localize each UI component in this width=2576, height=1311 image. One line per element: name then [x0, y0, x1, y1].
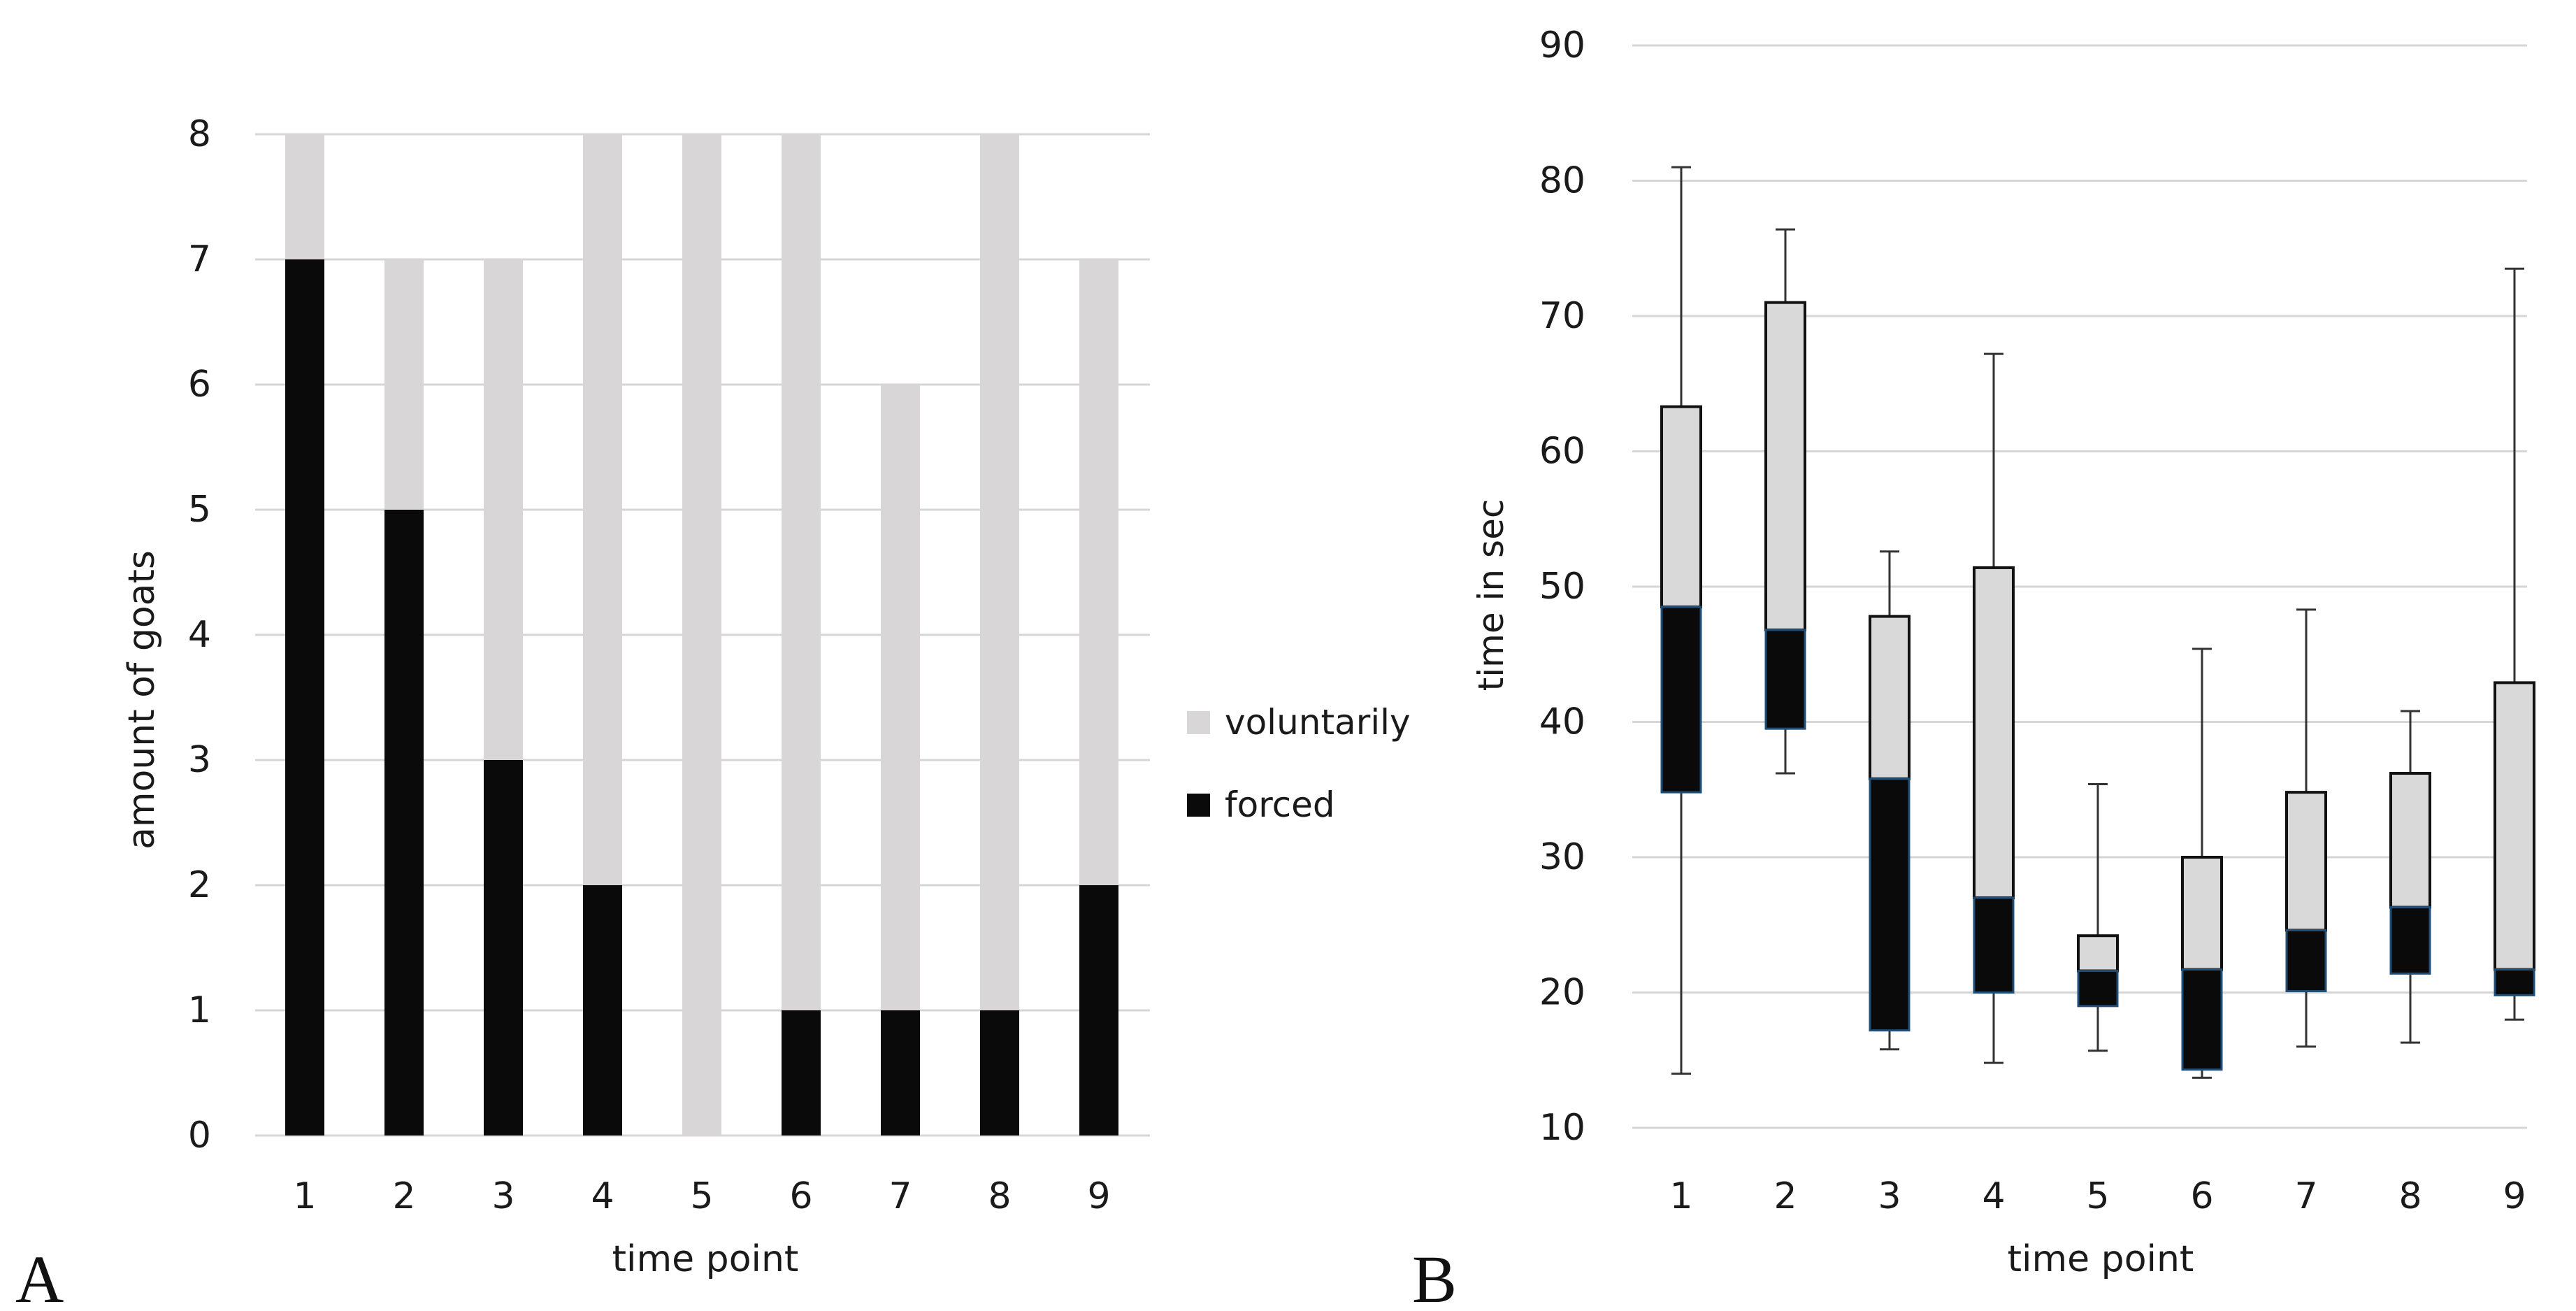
a-bar-voluntarily-9 — [1079, 259, 1118, 885]
a-bar-voluntarily-2 — [384, 259, 424, 510]
b-box-lower-7 — [2285, 929, 2327, 993]
a-y-tick-labels: 0 1 2 3 4 5 6 7 8 — [188, 113, 211, 1156]
a-x-tick-label: 1 — [293, 1175, 316, 1217]
a-bar-voluntarily-6 — [782, 134, 821, 1010]
b-boxes — [1660, 166, 2535, 1079]
legend-swatch-forced — [1187, 794, 1210, 817]
a-bar-voluntarily-1 — [285, 134, 324, 259]
b-y-tick-label: 70 — [1539, 295, 1585, 337]
b-y-tick-label: 60 — [1539, 431, 1585, 473]
a-x-tick-label: 7 — [888, 1175, 912, 1217]
b-x-tick-label: 8 — [2398, 1175, 2422, 1217]
a-y-tick-label: 1 — [188, 989, 211, 1031]
a-y-tick-label: 5 — [188, 489, 211, 531]
a-bar-voluntarily-5 — [682, 134, 721, 1136]
panel-a-letter: A — [15, 1242, 64, 1311]
b-box-lower-5 — [2077, 970, 2119, 1008]
legend-label-voluntarily: voluntarily — [1225, 702, 1411, 743]
a-bar-voluntarily-4 — [583, 134, 622, 885]
b-box-lower-8 — [2389, 906, 2431, 975]
b-box-upper-4 — [1973, 566, 2015, 900]
a-bar-voluntarily-8 — [980, 134, 1019, 1010]
a-legend: voluntarily forced — [1187, 702, 1411, 825]
b-y-tick-label: 80 — [1539, 160, 1585, 202]
b-x-tick-label: 9 — [2503, 1175, 2526, 1217]
b-box-lower-6 — [2181, 968, 2223, 1071]
b-box-upper-7 — [2285, 791, 2327, 932]
a-bar-forced-7 — [881, 1010, 920, 1136]
b-x-tick-labels: 1 2 3 4 5 6 7 8 9 — [1669, 1175, 2526, 1217]
a-x-tick-labels: 1 2 3 4 5 6 7 8 9 — [293, 1175, 1110, 1217]
b-y-tick-label: 40 — [1539, 701, 1585, 743]
b-x-tick-label: 4 — [1982, 1175, 2005, 1217]
a-x-tick-label: 3 — [491, 1175, 515, 1217]
a-x-tick-label: 5 — [690, 1175, 713, 1217]
a-bars — [285, 134, 1118, 1136]
a-x-tick-label: 9 — [1087, 1175, 1110, 1217]
a-y-tick-label: 3 — [188, 739, 211, 781]
panel-b-letter: B — [1412, 1242, 1457, 1311]
b-box-upper-5 — [2077, 934, 2119, 973]
b-x-tick-label: 6 — [2190, 1175, 2213, 1217]
b-box-upper-9 — [2494, 681, 2535, 971]
b-box-lower-3 — [1869, 778, 1911, 1032]
a-bar-voluntarily-3 — [484, 259, 523, 760]
b-x-axis-label: time point — [2008, 1238, 2194, 1280]
b-x-tick-label: 7 — [2294, 1175, 2317, 1217]
a-bar-forced-8 — [980, 1010, 1019, 1136]
b-box-upper-8 — [2389, 772, 2431, 909]
b-y-tick-label: 30 — [1539, 836, 1585, 878]
b-x-tick-label: 5 — [2086, 1175, 2109, 1217]
a-x-tick-label: 8 — [988, 1175, 1011, 1217]
a-bar-forced-3 — [484, 760, 523, 1136]
a-bar-forced-1 — [285, 259, 324, 1136]
b-y-tick-label: 90 — [1539, 24, 1585, 66]
a-bar-voluntarily-7 — [881, 385, 920, 1010]
panel-a-chart: 0 1 2 3 4 5 6 7 8 1 2 3 4 5 6 7 8 9 amount of goats time… — [15, 113, 1411, 1311]
a-bar-forced-2 — [384, 510, 424, 1136]
a-y-tick-label: 4 — [188, 614, 211, 656]
a-x-tick-label: 6 — [789, 1175, 812, 1217]
a-y-tick-label: 0 — [188, 1115, 211, 1156]
b-box-upper-6 — [2181, 856, 2223, 971]
a-y-tick-label: 8 — [188, 113, 211, 155]
b-box-lower-4 — [1973, 896, 2015, 994]
b-box-upper-3 — [1869, 615, 1911, 780]
b-y-tick-label: 10 — [1539, 1107, 1585, 1149]
b-y-tick-label: 50 — [1539, 566, 1585, 608]
a-bar-forced-4 — [583, 885, 622, 1136]
a-y-tick-label: 7 — [188, 238, 211, 280]
a-y-tick-label: 6 — [188, 364, 211, 406]
a-x-tick-label: 4 — [591, 1175, 614, 1217]
legend-swatch-voluntarily — [1187, 711, 1210, 734]
b-box-lower-2 — [1764, 629, 1806, 730]
a-bar-forced-6 — [782, 1010, 821, 1136]
b-y-tick-labels: 10 20 30 40 50 60 70 80 90 — [1539, 24, 1585, 1149]
a-y-tick-label: 2 — [188, 864, 211, 906]
a-x-tick-label: 2 — [392, 1175, 415, 1217]
panel-b-chart: 10 20 30 40 50 60 70 80 90 1 2 3 4 5 6 7 8 9 time in sec… — [1412, 24, 2535, 1311]
b-box-upper-2 — [1764, 301, 1806, 631]
b-y-axis-label: time in sec — [1471, 499, 1511, 692]
b-gridlines — [1632, 44, 2527, 1129]
b-x-tick-label: 3 — [1878, 1175, 1901, 1217]
a-y-axis-label: amount of goats — [121, 550, 163, 850]
b-x-tick-label: 2 — [1773, 1175, 1797, 1217]
b-box-upper-1 — [1660, 405, 1702, 609]
legend-label-forced: forced — [1225, 785, 1335, 825]
a-bar-forced-9 — [1079, 885, 1118, 1136]
b-box-lower-9 — [2494, 968, 2535, 996]
a-x-axis-label: time point — [612, 1238, 799, 1280]
b-x-tick-label: 1 — [1669, 1175, 1692, 1217]
b-y-tick-label: 20 — [1539, 972, 1585, 1014]
b-box-lower-1 — [1660, 606, 1702, 794]
